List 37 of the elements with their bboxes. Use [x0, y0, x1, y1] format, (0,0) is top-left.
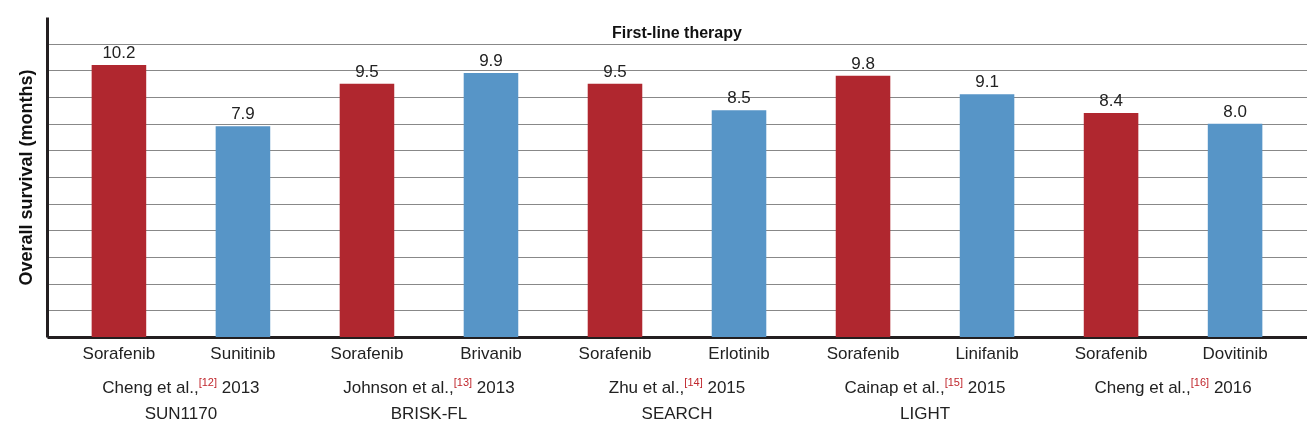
data-label: 9.9	[479, 51, 503, 70]
x-tick-label: Sorafenib	[82, 343, 156, 363]
y-axis-title: Overall survival (months)	[15, 69, 36, 286]
data-label: 8.4	[1099, 91, 1123, 110]
text: Cainap et al.,$^{[15]}$ 2015 LIGHT	[844, 375, 1006, 424]
data-label: 8.5	[727, 88, 751, 108]
bar	[463, 73, 519, 337]
x-tick-label: Linifanib	[955, 343, 1019, 363]
x-tick-label: Sunitinib	[210, 343, 276, 363]
data-label: 9.5	[603, 61, 627, 81]
data-label: 10.2	[102, 43, 136, 62]
x-tick-label: Erlotinib	[708, 343, 770, 363]
x-tick-label: Brivanib	[460, 343, 522, 363]
bar	[339, 83, 395, 337]
bar	[959, 94, 1015, 337]
text: Cheng et al.,$^{[12]}$ 2013 SUN1170	[102, 375, 260, 424]
x-tick-label: Sorafenib	[1074, 343, 1148, 363]
chart-title: First-line therapy	[612, 24, 742, 41]
x-tick-label: Dovitinib	[1202, 343, 1268, 363]
x-tick-label: Sorafenib	[826, 343, 900, 363]
x-tick-label: Sorafenib	[578, 343, 652, 363]
x-tick-label: Sorafenib	[330, 343, 404, 363]
bar	[587, 83, 643, 337]
bar	[711, 110, 767, 337]
bar	[1207, 123, 1263, 337]
bar	[1083, 113, 1139, 337]
bar	[215, 126, 271, 337]
data-label: 7.9	[231, 104, 255, 124]
text: Zhu et al.,$^{[14]}$ 2015 SEARCH	[608, 375, 746, 424]
bar	[91, 65, 147, 337]
data-label: 9.1	[975, 72, 999, 92]
text: Johnson et al.,$^{[13]}$ 2013 BRISK-FL	[343, 375, 515, 424]
data-label: 9.8	[851, 53, 875, 73]
bar	[835, 75, 891, 337]
text: Cheng et al.,$^{[16]}$ 2016	[1094, 375, 1252, 399]
data-label: 9.5	[355, 61, 379, 81]
data-label: 8.0	[1223, 101, 1247, 121]
